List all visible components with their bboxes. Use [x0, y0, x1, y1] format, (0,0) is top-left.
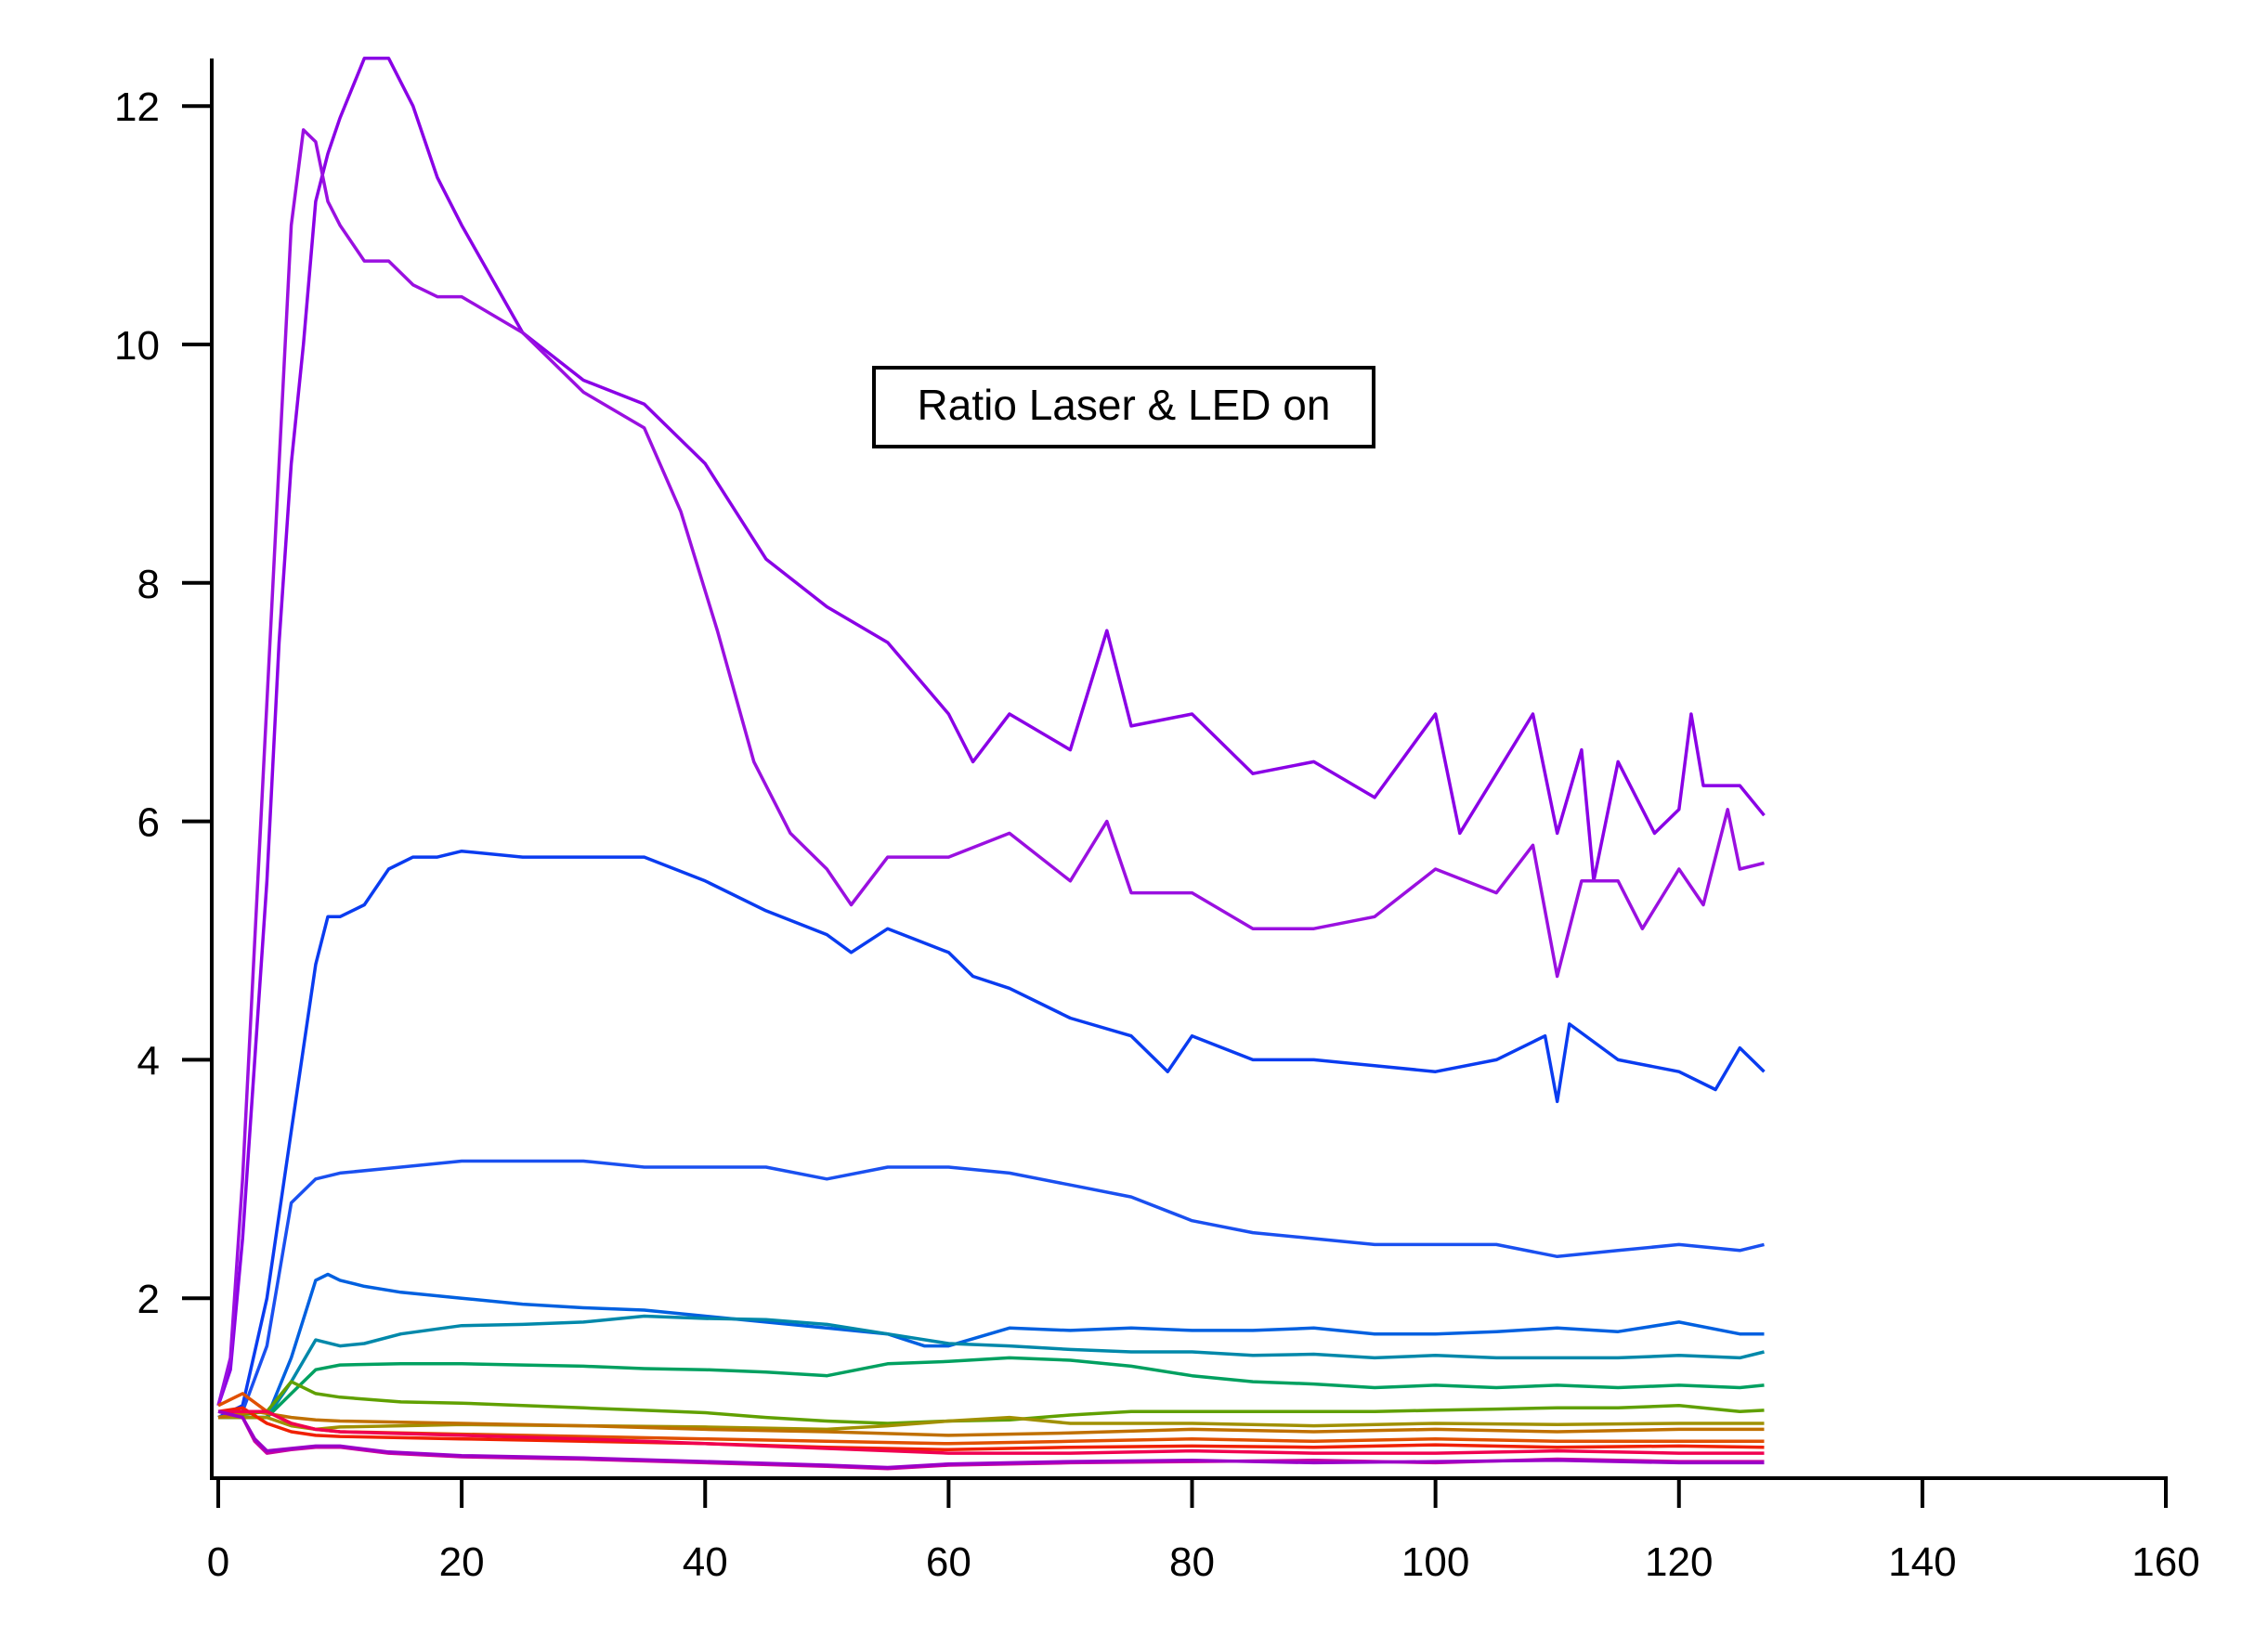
series-line-4 — [217, 1159, 1765, 1420]
annotation-box: Ratio Laser & LED on — [872, 366, 1375, 448]
x-tick-label: 160 — [2131, 1539, 2199, 1585]
x-axis-ticks: 0 20 40 60 80 100 120 140 160 — [207, 1478, 2200, 1585]
series-line-13 — [218, 1409, 1765, 1455]
y-tick-label: 4 — [137, 1038, 160, 1084]
series-line-5 — [218, 1272, 1765, 1420]
series-layer — [216, 57, 1766, 1471]
x-tick-label: 60 — [926, 1539, 971, 1585]
y-tick-label: 10 — [114, 323, 160, 369]
y-tick-label: 12 — [114, 84, 160, 130]
y-axis-ticks: 2 4 6 8 10 12 — [114, 84, 212, 1322]
x-tick-label: 0 — [207, 1539, 229, 1585]
y-tick-label: 8 — [137, 562, 160, 607]
annotation-text: Ratio Laser & LED on — [918, 381, 1331, 429]
x-tick-label: 120 — [1645, 1539, 1713, 1585]
series-line-3 — [217, 849, 1766, 1420]
series-line-2 — [216, 128, 1765, 1407]
series-line-7 — [218, 1356, 1765, 1420]
x-tick-label: 40 — [683, 1539, 728, 1585]
x-tick-label: 20 — [439, 1539, 485, 1585]
series-line-1 — [216, 57, 1766, 1407]
y-tick-label: 2 — [137, 1277, 160, 1322]
series-line-10 — [217, 1409, 1765, 1437]
series-line-15 — [217, 1409, 1765, 1470]
series-line-6 — [218, 1314, 1765, 1420]
x-tick-label: 100 — [1401, 1539, 1469, 1585]
x-tick-label: 80 — [1169, 1539, 1215, 1585]
y-tick-label: 6 — [137, 800, 160, 846]
x-tick-label: 140 — [1888, 1539, 1956, 1585]
